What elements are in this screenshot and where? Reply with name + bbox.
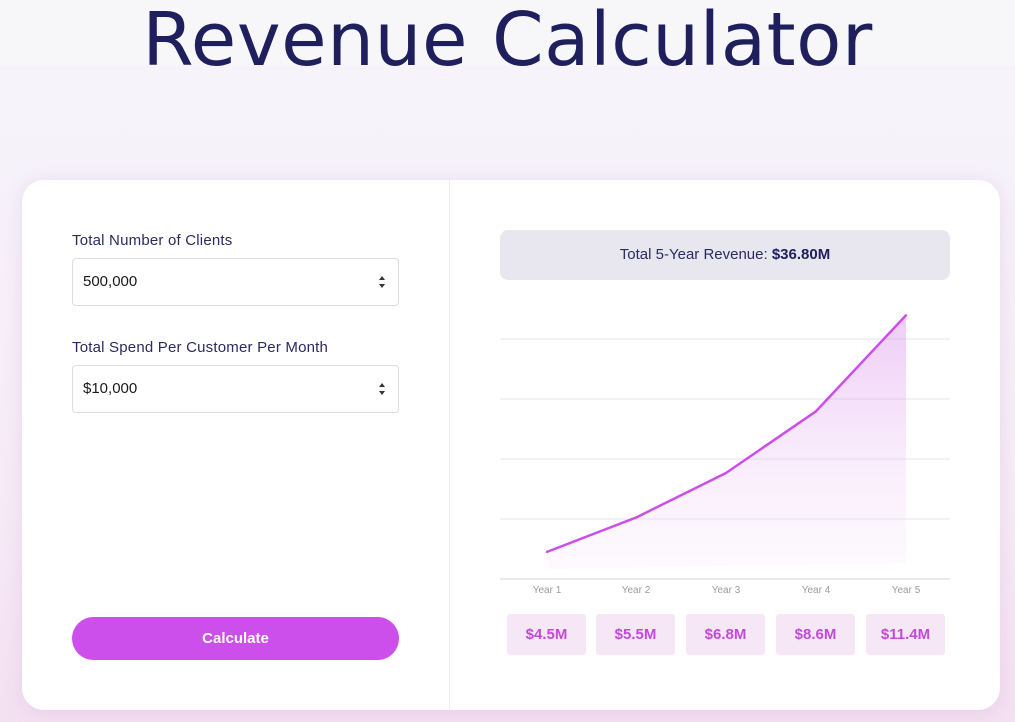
chart-x-tick-label: Year 3 [712, 585, 741, 596]
chart-point-1 [545, 550, 549, 554]
chart-area [547, 315, 906, 569]
chart-point-2 [634, 516, 638, 519]
chart-point-3 [724, 471, 728, 475]
total-revenue-box: Total 5-Year Revenue: $36.80M [500, 230, 950, 280]
clients-value: 500,000 [83, 273, 138, 290]
value-pill-year-2: $5.5M [596, 614, 675, 655]
value-pill-year-5: $11.4M [866, 614, 945, 655]
card-divider [449, 180, 450, 710]
calculate-button[interactable]: Calculate [72, 617, 399, 660]
chart-x-tick-label: Year 2 [622, 585, 651, 596]
header-band [0, 0, 1015, 66]
calculator-card: Total Number of Clients 500,000 Total Sp… [22, 180, 1000, 710]
revenue-chart: Year 1 Year 2 Year 3 Year 4 Year 5 [500, 314, 950, 596]
page-title: Revenue Calculator [142, 0, 873, 83]
chart-point-4 [814, 410, 818, 413]
chart-x-tick-label: Year 1 [533, 585, 562, 596]
spend-value: $10,000 [83, 380, 138, 397]
clients-spinner-icon[interactable] [379, 276, 387, 290]
total-revenue-value: $36.80M [771, 246, 831, 263]
value-pill-year-3: $6.8M [686, 614, 765, 655]
clients-input[interactable]: 500,000 [72, 258, 399, 306]
value-pill-year-4: $8.6M [776, 614, 855, 655]
chart-x-tick-label: Year 4 [802, 585, 831, 596]
total-revenue-label: Total 5-Year Revenue: [619, 246, 768, 263]
chart-x-tick-label: Year 5 [892, 585, 921, 596]
spend-spinner-icon[interactable] [379, 383, 387, 397]
chart-point-5 [904, 314, 908, 317]
value-pill-year-1: $4.5M [507, 614, 586, 655]
spend-label: Total Spend Per Customer Per Month [72, 339, 329, 356]
clients-label: Total Number of Clients [72, 232, 233, 249]
spend-input[interactable]: $10,000 [72, 365, 399, 413]
